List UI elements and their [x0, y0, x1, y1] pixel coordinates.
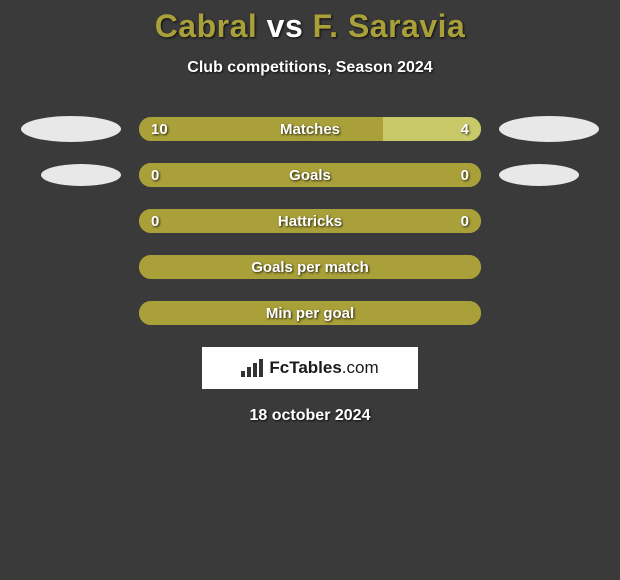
- right-oval: [499, 164, 579, 186]
- player2-name: F. Saravia: [313, 8, 466, 44]
- stat-row: 00Goals: [0, 163, 620, 187]
- left-value: 10: [151, 117, 168, 141]
- logo-domain: .com: [342, 358, 379, 377]
- right-value: 0: [461, 163, 469, 187]
- bar-chart-icon: [241, 359, 263, 377]
- logo-box: FcTables.com: [202, 347, 418, 389]
- left-oval: [21, 116, 121, 142]
- stat-row: Min per goal: [0, 301, 620, 325]
- left-value: 0: [151, 163, 159, 187]
- stat-bar: Goals per match: [139, 255, 481, 279]
- stat-rows: 104Matches00Goals00HattricksGoals per ma…: [0, 117, 620, 325]
- comparison-card: Cabral vs F. Saravia Club competitions, …: [0, 0, 620, 425]
- logo-brand: FcTables: [269, 358, 341, 377]
- right-value: 4: [461, 117, 469, 141]
- right-oval: [499, 116, 599, 142]
- subtitle: Club competitions, Season 2024: [0, 59, 620, 77]
- left-oval: [41, 164, 121, 186]
- date-label: 18 october 2024: [0, 407, 620, 425]
- left-value: 0: [151, 209, 159, 233]
- stat-bar: 00Goals: [139, 163, 481, 187]
- logo-text: FcTables.com: [269, 358, 378, 378]
- stat-bar: 104Matches: [139, 117, 481, 141]
- right-value: 0: [461, 209, 469, 233]
- stat-row: Goals per match: [0, 255, 620, 279]
- vs-label: vs: [267, 8, 304, 44]
- title: Cabral vs F. Saravia: [0, 8, 620, 45]
- stat-row: 104Matches: [0, 117, 620, 141]
- stat-row: 00Hattricks: [0, 209, 620, 233]
- stat-bar: Min per goal: [139, 301, 481, 325]
- stat-bar: 00Hattricks: [139, 209, 481, 233]
- player1-name: Cabral: [155, 8, 258, 44]
